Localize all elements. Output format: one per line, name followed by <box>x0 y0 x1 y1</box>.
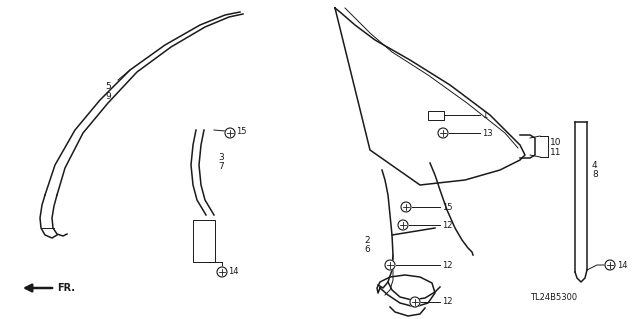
Circle shape <box>438 128 448 138</box>
Text: 2
6: 2 6 <box>364 236 370 254</box>
Text: 15: 15 <box>236 127 246 136</box>
Text: 10
11: 10 11 <box>550 138 561 157</box>
Bar <box>193 220 215 262</box>
Text: 3
7: 3 7 <box>218 153 224 171</box>
Text: 12: 12 <box>442 261 452 270</box>
Text: 15: 15 <box>442 203 452 211</box>
Bar <box>428 111 444 120</box>
Text: 12: 12 <box>442 298 452 307</box>
Circle shape <box>398 220 408 230</box>
Circle shape <box>217 267 227 277</box>
Text: TL24B5300: TL24B5300 <box>530 293 577 302</box>
Text: 12: 12 <box>442 220 452 229</box>
Text: 13: 13 <box>482 129 493 137</box>
Circle shape <box>225 128 235 138</box>
Circle shape <box>401 202 411 212</box>
Circle shape <box>605 260 615 270</box>
Text: 5
9: 5 9 <box>105 82 111 101</box>
Circle shape <box>385 260 395 270</box>
Text: 14: 14 <box>228 268 239 277</box>
Text: 4
8: 4 8 <box>592 161 598 179</box>
Text: FR.: FR. <box>57 283 75 293</box>
Text: 14: 14 <box>617 261 627 270</box>
Circle shape <box>410 297 420 307</box>
Text: 1: 1 <box>482 110 487 120</box>
